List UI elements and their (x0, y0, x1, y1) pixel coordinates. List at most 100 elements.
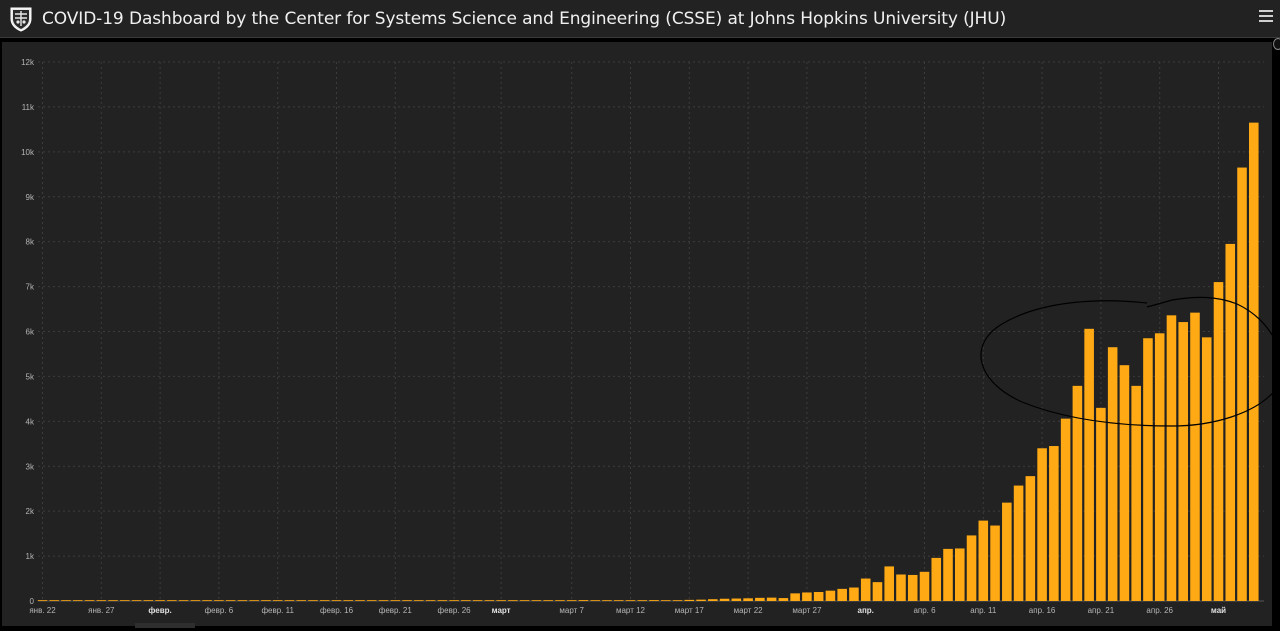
bar (96, 600, 107, 601)
y-tick-label: 2k (26, 507, 35, 516)
bar (943, 548, 953, 601)
bar (155, 600, 165, 601)
bar (802, 592, 812, 601)
dashboard-title: COVID-19 Dashboard by the Center for Sys… (42, 9, 1007, 29)
bar (1025, 476, 1036, 601)
bar (108, 600, 118, 601)
bar (1178, 322, 1188, 601)
panel-tab[interactable] (135, 623, 195, 628)
bar (296, 600, 306, 601)
bar (566, 600, 577, 601)
x-tick-label: апр. 26 (1146, 606, 1173, 615)
x-tick-label: апр. 11 (970, 606, 997, 615)
bar (249, 600, 259, 601)
x-tick-label: февр. (148, 606, 171, 615)
bar (237, 600, 248, 601)
x-tick-label: март 17 (675, 606, 705, 615)
bar (484, 600, 495, 601)
app-header: COVID-19 Dashboard by the Center for Sys… (0, 0, 1280, 38)
panel-options-icon[interactable] (1273, 38, 1280, 50)
bar (414, 600, 424, 601)
bar (284, 600, 295, 601)
bar (872, 582, 883, 601)
x-tick-label: янв. 22 (29, 606, 56, 615)
bar (661, 600, 671, 601)
bar (343, 600, 354, 601)
daily-cases-bar-chart: 0 1k 2k 3k 4k 5k 6k 7k 8k 9k 10k 11k 12k янв. 22 янв. … (21, 58, 1280, 615)
bar (496, 600, 506, 601)
bar (367, 600, 377, 601)
bar (1143, 338, 1153, 601)
y-tick-label: 8k (26, 238, 35, 247)
hamburger-menu-icon[interactable] (1259, 10, 1273, 24)
y-tick-label: 11k (22, 103, 35, 112)
bar (49, 600, 60, 601)
bar (766, 597, 777, 601)
bar (955, 548, 965, 601)
y-tick-label: 4k (26, 417, 35, 426)
x-tick-label: февр. 16 (320, 606, 354, 615)
x-tick-label: янв. 27 (88, 606, 115, 615)
bar (120, 600, 130, 601)
y-tick-label: 0 (30, 597, 35, 606)
bar (61, 600, 71, 601)
bar (696, 599, 706, 601)
x-tick-label: апр. 6 (913, 606, 936, 615)
bar (402, 600, 412, 601)
y-tick-label: 9k (26, 193, 35, 202)
bar (778, 598, 789, 601)
bar (919, 571, 930, 601)
bar (1237, 167, 1247, 601)
bar (813, 592, 824, 601)
bar (743, 598, 753, 601)
bar (990, 525, 1000, 601)
bar (555, 600, 565, 601)
x-tick-label: март 22 (734, 606, 764, 615)
y-tick-label: 12k (21, 58, 35, 67)
bar (1107, 347, 1118, 601)
x-tick-label: апр. (858, 606, 874, 615)
y-tick-label: 1k (26, 552, 35, 561)
bar (1096, 407, 1106, 601)
bar (190, 600, 201, 601)
bar (837, 588, 847, 601)
y-tick-label: 10k (21, 148, 35, 157)
bar (1060, 418, 1071, 601)
y-tick-label: 3k (26, 462, 35, 471)
x-tick-label: март 7 (559, 606, 584, 615)
bar (472, 600, 483, 601)
bar (319, 600, 330, 601)
bar (355, 600, 365, 601)
y-tick-label: 6k (26, 328, 35, 337)
bar (261, 600, 271, 601)
bar (178, 600, 189, 601)
bar (461, 600, 471, 601)
bar (884, 566, 894, 601)
bar (1225, 243, 1236, 601)
bar (131, 600, 142, 601)
y-tick-label: 7k (26, 283, 35, 292)
bar (755, 597, 765, 601)
bar (907, 574, 918, 601)
bar (437, 600, 448, 601)
bar (1037, 448, 1047, 601)
bar (1166, 315, 1177, 601)
bar (143, 600, 154, 601)
bar (1154, 333, 1165, 601)
bar (625, 600, 636, 601)
bar (637, 600, 648, 601)
bar (825, 590, 836, 601)
bar (1249, 122, 1259, 601)
bar (896, 574, 906, 601)
bar (378, 600, 389, 601)
bar (684, 599, 695, 601)
y-tick-label: 5k (26, 372, 35, 381)
bar (1084, 328, 1094, 601)
x-tick-label: март 12 (616, 606, 646, 615)
bar (73, 600, 83, 601)
bar (1190, 312, 1200, 601)
x-tick-label: апр. 16 (1029, 606, 1056, 615)
bar (331, 600, 342, 601)
bar (602, 600, 612, 601)
bar (731, 598, 742, 601)
